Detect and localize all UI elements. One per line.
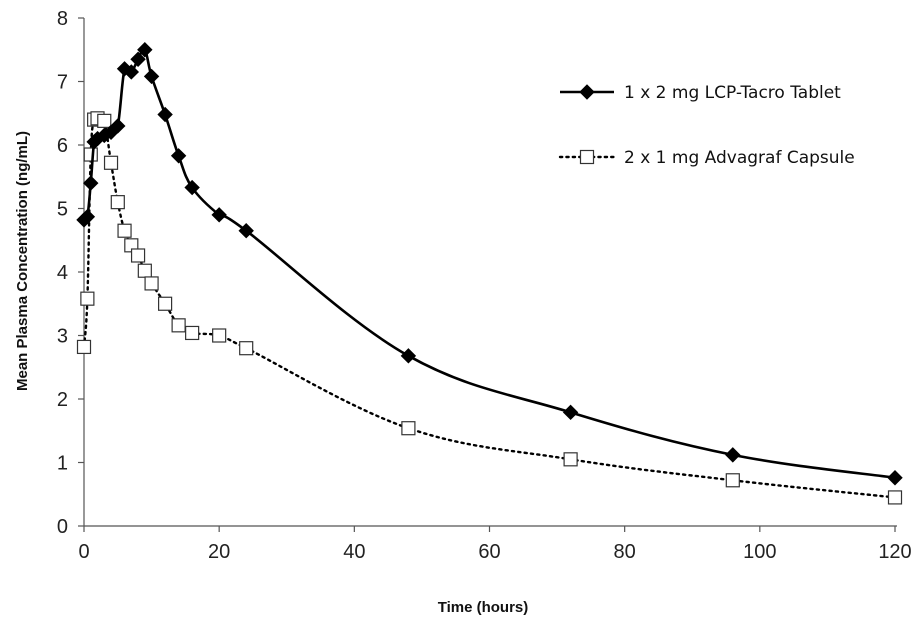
y-tick-label: 8	[57, 8, 68, 30]
series-2-point	[563, 452, 578, 467]
series-1-point	[143, 68, 160, 85]
x-tick-label: 60	[478, 541, 500, 563]
series-1-line	[82, 47, 896, 480]
series-2-point	[80, 291, 95, 306]
series-1-point	[562, 404, 579, 421]
series-2-point	[137, 263, 152, 278]
series-1-point	[170, 148, 187, 164]
series-2-point	[110, 195, 125, 210]
x-tick-label: 40	[343, 541, 365, 563]
series-2-point	[83, 147, 98, 162]
x-tick-label: 0	[78, 541, 89, 563]
y-tick-label: 5	[57, 199, 68, 221]
series-2-point	[239, 341, 254, 356]
y-tick-label: 1	[57, 453, 68, 475]
y-tick-label: 4	[57, 262, 68, 284]
series-2-point	[171, 318, 186, 333]
series-2-point	[212, 328, 227, 343]
y-tick-label: 2	[57, 389, 68, 411]
x-tick-label: 20	[208, 541, 230, 563]
x-axis-title: Time (hours)	[438, 599, 529, 616]
x-tick-label: 80	[614, 541, 636, 563]
legend-marker-2	[579, 149, 595, 165]
series-2-point	[117, 223, 132, 238]
series-1-point	[725, 447, 741, 463]
series-1-point	[123, 64, 140, 80]
series-2-point	[887, 490, 903, 505]
series-1-point	[79, 209, 96, 225]
series-layer	[76, 42, 903, 505]
series-2-point	[76, 339, 92, 355]
series-2-line	[82, 115, 897, 499]
series-1-point	[83, 175, 99, 191]
series-2-point	[401, 421, 416, 436]
y-tick-label: 0	[57, 516, 68, 538]
series-1-point	[137, 42, 153, 58]
series-1-point	[110, 118, 126, 134]
series-2-point	[97, 113, 112, 128]
legend-label-2: 2 x 1 mg Advagraf Capsule	[624, 148, 855, 168]
series-1	[76, 42, 903, 486]
series-2-point	[130, 248, 146, 263]
series-2	[76, 111, 903, 505]
series-1-point	[211, 207, 227, 223]
series-2-point	[158, 296, 173, 311]
series-1-point	[184, 179, 200, 196]
y-tick-label: 7	[57, 72, 68, 94]
y-tick-label: 3	[57, 326, 68, 348]
series-2-point	[185, 325, 200, 341]
legend-label-1: 1 x 2 mg LCP-Tacro Tablet	[624, 83, 841, 103]
series-1-point	[130, 51, 146, 67]
series-2-point	[144, 276, 159, 291]
y-tick-label: 6	[57, 135, 68, 157]
legend: 1 x 2 mg LCP-Tacro Tablet 2 x 1 mg Advagr…	[558, 83, 855, 168]
series-1-point	[887, 470, 903, 486]
series-2-point	[103, 155, 119, 170]
x-tick-label: 100	[743, 541, 776, 563]
legend-marker-1	[579, 84, 595, 100]
series-1-point	[157, 106, 173, 123]
series-1-point	[238, 223, 254, 239]
x-tick-label: 120	[878, 541, 911, 563]
series-1-point	[400, 348, 417, 364]
y-axis-title: Mean Plasma Concentration (ng/mL)	[14, 131, 31, 391]
series-2-point	[725, 473, 740, 488]
